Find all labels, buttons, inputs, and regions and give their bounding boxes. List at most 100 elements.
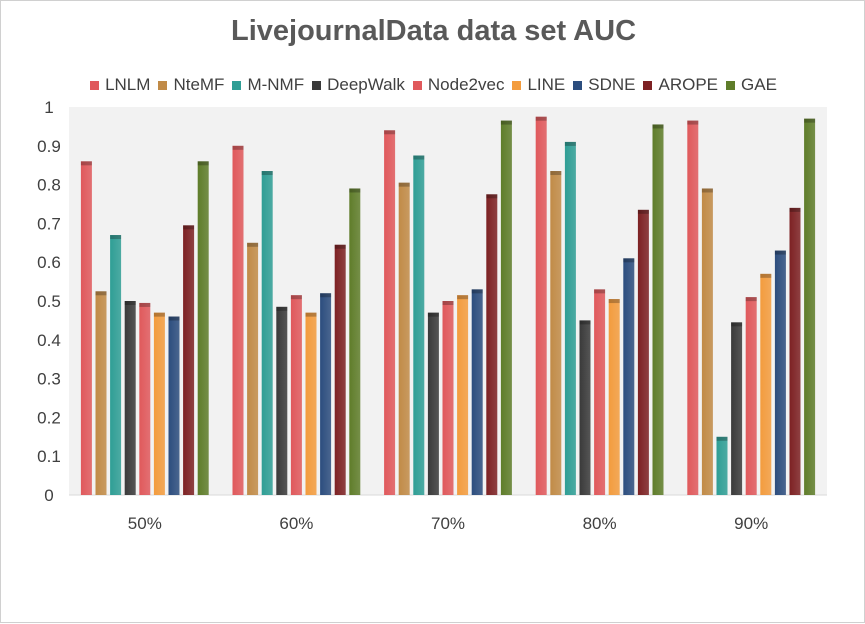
x-tick-label: 70%: [431, 514, 465, 533]
legend-swatch: [643, 80, 653, 90]
bar-cap: [197, 161, 209, 166]
legend-item-arope: AROPE: [643, 75, 718, 95]
y-tick-label: 0.3: [37, 370, 61, 389]
legend-label: M-NMF: [247, 75, 305, 94]
bar-cap: [413, 155, 425, 160]
bar-cap: [701, 188, 713, 193]
y-tick-label: 0.5: [37, 292, 61, 311]
bar-cap: [789, 207, 801, 212]
bar-arope-50pct: [183, 225, 195, 495]
bar-gae-80pct: [652, 124, 664, 496]
bar-node2vec-60pct: [290, 295, 302, 495]
legend-swatch: [158, 80, 168, 90]
y-tick-label: 0.6: [37, 253, 61, 272]
bar-cap: [471, 289, 483, 294]
bar-cap: [623, 258, 635, 263]
bar-node2vec-80pct: [594, 289, 606, 495]
legend-label: AROPE: [658, 75, 719, 94]
bar-arope-90pct: [789, 207, 801, 495]
bar-cap: [687, 120, 699, 125]
bar-cap: [550, 171, 562, 176]
legend-swatch: [726, 80, 736, 90]
bar-cap: [804, 118, 816, 123]
bar-cap: [183, 225, 195, 230]
bar-cap: [427, 312, 439, 317]
bar-cap: [774, 250, 786, 255]
bar-cap: [564, 141, 576, 146]
y-tick-label: 0.4: [37, 331, 61, 350]
legend-item-sdne: SDNE: [573, 75, 635, 95]
bar-lnlm-60pct: [232, 145, 244, 496]
bar-cap: [276, 306, 288, 311]
bar-arope-80pct: [637, 209, 649, 495]
bar-sdne-70pct: [471, 289, 483, 495]
x-tick-label: 90%: [734, 514, 768, 533]
bar-m-nmf-70pct: [413, 155, 425, 495]
bar-cap: [760, 273, 772, 278]
bar-sdne-90pct: [774, 250, 786, 495]
bar-cap: [232, 145, 244, 150]
legend: LNLM NteMF M-NMF DeepWalk Node2vec LINE SDNE AR…: [1, 75, 865, 95]
legend-item-ntemf: NteMF: [158, 75, 224, 95]
legend-label: Node2vec: [427, 75, 505, 94]
bar-arope-60pct: [334, 244, 346, 495]
bar-cap: [349, 188, 361, 193]
bar-ntemf-50pct: [95, 291, 107, 495]
bar-deepwalk-80pct: [579, 320, 591, 495]
bar-ntemf-70pct: [398, 182, 410, 495]
y-tick-label: 1: [44, 98, 53, 117]
bar-cap: [637, 209, 649, 214]
bar-line-60pct: [305, 312, 317, 495]
bar-lnlm-80pct: [535, 116, 547, 495]
legend-swatch: [90, 80, 100, 90]
bar-m-nmf-50pct: [110, 235, 122, 496]
legend-item-deepwalk: DeepWalk: [312, 75, 405, 95]
bar-cap: [168, 316, 180, 321]
bar-arope-70pct: [486, 194, 498, 496]
bar-cap: [486, 194, 498, 199]
bar-ntemf-80pct: [550, 171, 562, 495]
legend-label: DeepWalk: [327, 75, 405, 94]
bar-cap: [334, 244, 346, 249]
y-tick-label: 0.8: [37, 176, 61, 195]
x-tick-label: 80%: [583, 514, 617, 533]
bar-lnlm-90pct: [687, 120, 699, 495]
legend-swatch: [573, 80, 583, 90]
bar-line-80pct: [608, 299, 620, 495]
legend-swatch: [232, 80, 242, 90]
bar-gae-60pct: [349, 188, 361, 496]
x-tick-label: 60%: [279, 514, 313, 533]
legend-label: NteMF: [173, 75, 225, 94]
x-tick-label: 50%: [128, 514, 162, 533]
bar-cap: [442, 301, 454, 305]
bar-m-nmf-60pct: [261, 171, 273, 495]
bar-cap: [652, 124, 664, 129]
bar-cap: [731, 322, 743, 327]
legend-item-gae: GAE: [726, 75, 777, 95]
bar-cap: [110, 235, 122, 240]
bar-cap: [305, 312, 317, 317]
bar-deepwalk-60pct: [276, 306, 288, 495]
bar-cap: [95, 291, 107, 296]
y-tick-label: 0.9: [37, 137, 61, 156]
bar-cap: [716, 436, 728, 441]
bar-cap: [139, 302, 151, 307]
legend-label: LINE: [527, 75, 566, 94]
legend-label: GAE: [741, 75, 777, 94]
bar-node2vec-50pct: [139, 302, 151, 495]
bar-cap: [384, 130, 396, 135]
y-tick-label: 0.1: [37, 447, 61, 466]
bar-cap: [261, 171, 273, 176]
bar-cap: [457, 295, 469, 300]
bar-cap: [290, 295, 302, 300]
bar-cap: [500, 120, 512, 125]
bar-line-50pct: [153, 312, 165, 495]
bar-cap: [153, 312, 165, 317]
legend-item-node2vec: Node2vec: [412, 75, 505, 95]
bar-cap: [124, 301, 136, 305]
legend-item-line: LINE: [512, 75, 565, 95]
bar-node2vec-70pct: [442, 301, 454, 495]
bar-m-nmf-80pct: [564, 141, 576, 496]
